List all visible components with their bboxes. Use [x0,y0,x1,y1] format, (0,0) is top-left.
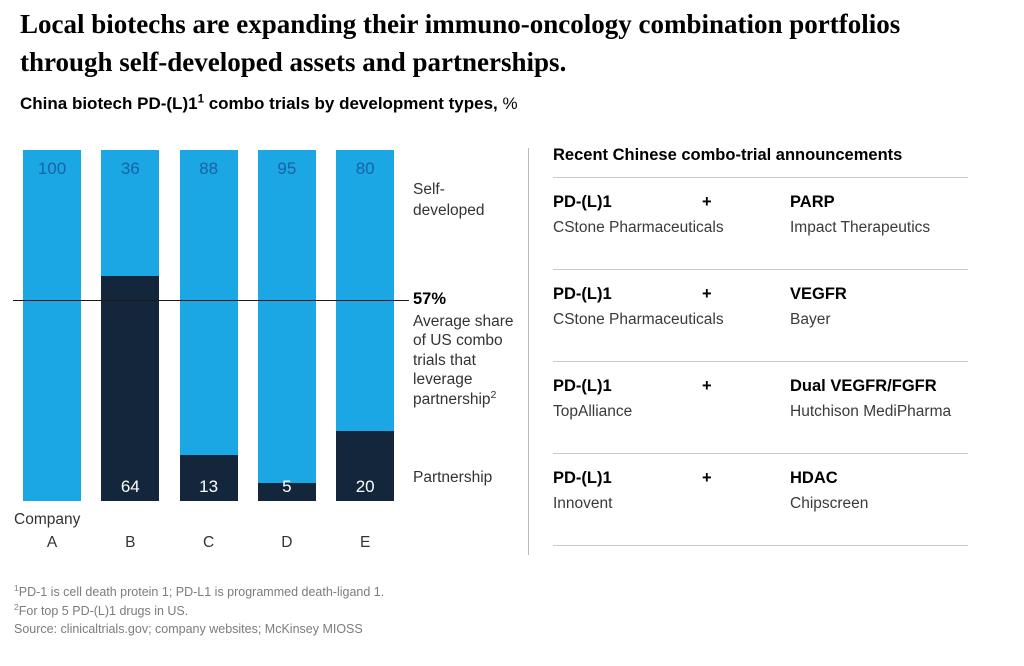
bar-company-B: 36 64 [101,150,160,501]
left-company-name: TopAlliance [553,403,633,420]
page-title: Local biotechs are expanding their immun… [20,9,901,77]
plus-sign: + [702,469,712,487]
announcement-row-4: PD-(L)1 + HDAC Innovent Chipscreen [553,454,968,546]
plus-sign: + [702,377,712,395]
bar-value-partnership: 13 [199,477,219,496]
footnote-1-mark: 1 [14,582,19,593]
bar-value-self-developed: 88 [199,159,219,178]
bar-segment-partnership: 64 [101,276,160,501]
bar-value-self-developed: 100 [37,159,67,178]
category-label-B: B [125,534,136,551]
bar-company-A: 100 [23,150,81,501]
right-company-name: Bayer [790,311,831,328]
spacer [702,495,790,513]
spacer [702,311,790,329]
right-asset-term: Dual VEGFR/FGFR [790,377,937,395]
legend-self-developed: Self-developed [413,181,485,219]
spacer [702,219,790,237]
right-company-name: Impact Therapeutics [790,219,931,236]
right-company-name: Hutchison MediPharma [790,403,952,420]
reference-annotation: 57% Average share of US combo trials that… [413,290,521,409]
bar-segment-partnership: 20 [336,431,395,501]
plus-sign: + [702,193,712,211]
bar-value-partnership: 64 [120,477,140,496]
left-asset-term: PD-(L)1 [553,193,612,211]
category-axis-title: Company [14,511,81,528]
footnote-1-text: PD-1 is cell death protein 1; PD-L1 is p… [18,585,385,599]
bar-segment-self-developed: 95 [257,150,316,483]
source-line: Source: clinicaltrials.gov; company webs… [14,620,384,639]
left-asset-term: PD-(L)1 [553,285,612,303]
bar-value-self-developed: 80 [355,159,375,178]
left-asset-term: PD-(L)1 [553,469,612,487]
footnote-2-text: For top 5 PD-(L)1 drugs in US. [18,603,189,618]
announcements-header: Recent Chinese combo-trial announcements [553,146,968,178]
footnote-mark-1: 1 [197,93,204,106]
vertical-divider [528,148,529,555]
footnote-mark-2: 2 [490,388,497,401]
reference-value: 57% [413,290,447,308]
category-label-A: A [46,534,58,551]
source-text: Source: clinicaltrials.gov; company webs… [14,622,363,636]
bar-company-E: 80 20 [336,150,395,501]
chart-subtitle-rest: combo trials by development types, [203,94,503,113]
bar-segment-partnership: 13 [179,455,238,501]
announcements-panel: Recent Chinese combo-trial announcements… [553,146,968,546]
right-asset-term: PARP [790,193,835,211]
category-label-C: C [202,534,215,551]
legend-partnership: Partnership [413,469,493,486]
chart-subtitle: China biotech PD-(L)11 combo trials by d… [20,94,518,114]
left-company-name: CStone Pharmaceuticals [553,219,724,236]
left-company-name: CStone Pharmaceuticals [553,311,724,328]
announcement-row-3: PD-(L)1 + Dual VEGFR/FGFR TopAlliance Hutchi… [553,362,968,454]
left-asset-term: PD-(L)1 [553,377,612,395]
bar-value-self-developed: 36 [120,159,140,178]
footnotes: 1PD-1 is cell death protein 1; PD-L1 is … [14,583,384,639]
footnote-1: 1PD-1 is cell death protein 1; PD-L1 is … [14,583,384,602]
plus-sign: + [702,285,712,303]
right-asset-term: HDAC [790,469,838,487]
category-label-D: D [281,534,293,551]
right-asset-term: VEGFR [790,285,847,303]
bar-value-partnership: 20 [355,477,375,496]
announcements-list: PD-(L)1 + PARP CStone Pharmaceuticals Impact… [553,178,968,546]
footnote-2: 2For top 5 PD-(L)1 drugs in US. [14,602,384,621]
chart-subtitle-unit: % [502,94,518,113]
reference-description: Average share of US combo trials that le… [413,312,514,408]
bar-segment-self-developed: 100 [23,150,81,501]
bar-company-D: 95 5 [257,150,316,501]
spacer [702,403,790,421]
announcement-row-2: PD-(L)1 + VEGFR CStone Pharmaceuticals Bayer [553,270,968,362]
bar-value-partnership: 5 [282,477,292,496]
announcement-row-1: PD-(L)1 + PARP CStone Pharmaceuticals Impact… [553,178,968,270]
category-label-E: E [360,534,371,551]
left-company-name: Innovent [553,495,613,512]
bar-segment-self-developed: 36 [101,150,160,276]
bar-value-self-developed: 95 [277,159,297,178]
bar-segment-partnership: 5 [257,477,316,501]
bar-segment-self-developed: 88 [179,150,238,455]
average-reference-line [13,300,409,301]
bar-company-C: 88 13 [179,150,238,501]
footnote-2-mark: 2 [14,601,19,612]
right-company-name: Chipscreen [790,495,869,512]
chart-subtitle-text: China biotech PD-(L)1 [20,94,198,113]
bar-segment-self-developed: 80 [336,150,395,431]
